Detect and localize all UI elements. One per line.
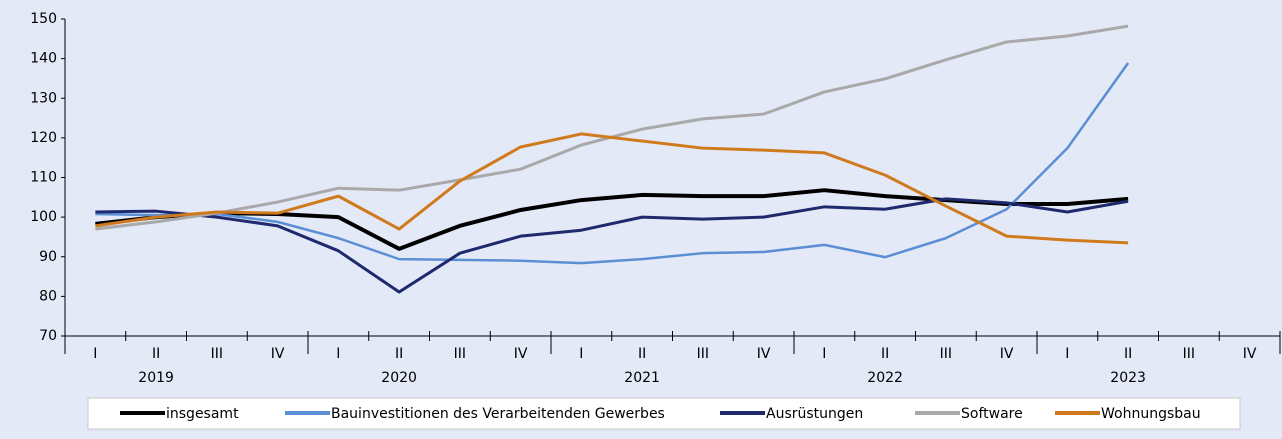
legend-label: insgesamt (166, 406, 239, 422)
legend-label: Bauinvestitionen des Verarbeitenden Gewe… (331, 406, 665, 422)
y-tick-label: 150 (30, 11, 57, 27)
y-tick-label: 110 (30, 170, 57, 186)
x-tick-label: IV (1000, 346, 1014, 362)
year-label: 2022 (867, 370, 903, 386)
y-tick-label: 100 (30, 209, 57, 225)
x-tick-label: II (638, 346, 646, 362)
series-line (95, 132, 1129, 245)
y-tick-label: 90 (39, 249, 57, 265)
x-tick-label: IV (514, 346, 528, 362)
x-tick-label: I (822, 346, 826, 362)
series-line (95, 197, 1129, 294)
legend-box (87, 397, 1241, 430)
x-tick-label: I (93, 346, 97, 362)
year-label: 2021 (624, 370, 660, 386)
x-tick-label: II (395, 346, 403, 362)
x-tick-label: II (152, 346, 160, 362)
year-label: 2019 (138, 370, 174, 386)
y-tick-label: 70 (39, 328, 57, 344)
x-tick-label: II (1124, 346, 1132, 362)
y-tick-label: 140 (30, 51, 57, 67)
x-tick-label: IV (271, 346, 285, 362)
x-tick-label: III (211, 346, 223, 362)
x-tick-label: I (579, 346, 583, 362)
year-label: 2020 (381, 370, 417, 386)
series-line (95, 62, 1130, 265)
legend-label: Software (961, 406, 1023, 422)
legend-label: Wohnungsbau (1101, 406, 1201, 422)
x-tick-label: II (881, 346, 889, 362)
y-tick-label: 130 (30, 90, 57, 106)
year-label: 2023 (1110, 370, 1146, 386)
x-tick-label: IV (1243, 346, 1257, 362)
y-tick-label: 80 (39, 288, 57, 304)
x-tick-label: III (940, 346, 952, 362)
legend-label: Ausrüstungen (766, 406, 863, 422)
x-tick-label: I (336, 346, 340, 362)
x-tick-label: IV (757, 346, 771, 362)
x-tick-label: III (697, 346, 709, 362)
x-tick-label: I (1065, 346, 1069, 362)
x-tick-label: III (1183, 346, 1195, 362)
y-tick-label: 120 (30, 130, 57, 146)
x-tick-label: III (454, 346, 466, 362)
